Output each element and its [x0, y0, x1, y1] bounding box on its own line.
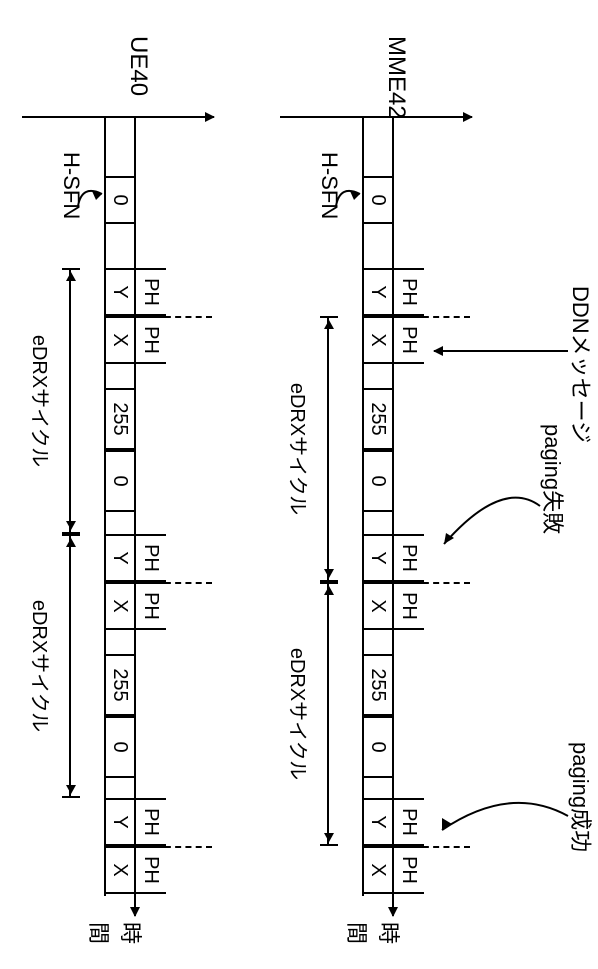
- dash-seg: [392, 116, 394, 176]
- cell-ph: PH: [394, 268, 424, 316]
- dash-seg: [392, 224, 394, 268]
- dash-seg: [392, 778, 394, 798]
- cell-y: Y: [364, 534, 392, 582]
- ue-cycle-label: eDRXサイクル: [27, 600, 56, 732]
- cell-255: 255: [364, 654, 392, 716]
- ddn-label: DDNメッセージ: [566, 286, 598, 443]
- ue-axis: 時間 0 PH Y PH X 255 0 PH Y PH X 255 0: [42, 116, 192, 926]
- cell-ph: PH: [136, 534, 166, 582]
- mme-cycle-label: eDRXサイクル: [285, 648, 314, 780]
- cell-255: 255: [106, 654, 134, 716]
- hsfn-arrow: [76, 180, 104, 212]
- cell-0: 0: [364, 450, 392, 512]
- ue-row-label: UE40: [124, 36, 152, 96]
- cell-0: 0: [364, 176, 392, 224]
- cell-x: X: [364, 846, 392, 894]
- dash-seg: [134, 778, 136, 798]
- paging-fail-label: paging失敗: [538, 424, 570, 534]
- mme-axis: 時間 0 PH Y PH X 255 0 PH Y: [300, 116, 450, 926]
- dash-seg: [134, 224, 136, 268]
- cell-255: 255: [364, 388, 392, 450]
- cell-ph: PH: [136, 582, 166, 630]
- canvas: DDNメッセージ paging失敗 paging成功 MME42 時間: [8, 36, 590, 956]
- cell-ph: PH: [136, 268, 166, 316]
- dash-seg: [134, 512, 136, 534]
- mme-time-label: 時間: [342, 922, 406, 944]
- ue-yaxis: [22, 116, 214, 118]
- cell-0: 0: [106, 450, 134, 512]
- cell-x: X: [364, 316, 392, 364]
- cell-y: Y: [106, 798, 134, 846]
- cell-ph: PH: [136, 798, 166, 846]
- ue-cycle-bracket-2: eDRXサイクル: [62, 534, 80, 798]
- paging-succ-pointer: [434, 780, 570, 860]
- cell-ph: PH: [394, 582, 424, 630]
- ue-cycle-bracket-1: eDRXサイクル: [62, 268, 80, 534]
- cell-y: Y: [106, 268, 134, 316]
- mme-row-label: MME42: [382, 36, 410, 119]
- mme-cycle-bracket-2: eDRXサイクル: [320, 582, 338, 846]
- ddn-arrow: [434, 350, 568, 352]
- cell-x: X: [106, 846, 134, 894]
- cell-y: Y: [364, 798, 392, 846]
- paging-fail-pointer: [436, 474, 542, 564]
- cell-x: X: [106, 316, 134, 364]
- cell-x: X: [106, 582, 134, 630]
- mme-cycle-bracket-1: eDRXサイクル: [320, 316, 338, 582]
- dash-seg: [134, 116, 136, 176]
- cell-0: 0: [364, 716, 392, 778]
- cell-ph: PH: [136, 316, 166, 364]
- cell-ph: PH: [394, 316, 424, 364]
- diagram-root: DDNメッセージ paging失敗 paging成功 MME42 時間: [0, 36, 590, 618]
- cell-ph: PH: [136, 846, 166, 894]
- cell-ph: PH: [394, 534, 424, 582]
- ue-cycle-label: eDRXサイクル: [27, 335, 56, 467]
- mme-cycle-label: eDRXサイクル: [285, 383, 314, 515]
- paging-succ-label: paging成功: [566, 742, 598, 852]
- cell-ph: PH: [394, 798, 424, 846]
- cell-y: Y: [364, 268, 392, 316]
- ue-time-label: 時間: [84, 922, 148, 944]
- cell-y: Y: [106, 534, 134, 582]
- cell-255: 255: [106, 388, 134, 450]
- cell-0: 0: [106, 176, 134, 224]
- cell-0: 0: [106, 716, 134, 778]
- mme-yaxis: [280, 116, 472, 118]
- cell-x: X: [364, 582, 392, 630]
- dash-seg: [392, 512, 394, 534]
- cell-ph: PH: [394, 846, 424, 894]
- hsfn-arrow: [334, 180, 362, 212]
